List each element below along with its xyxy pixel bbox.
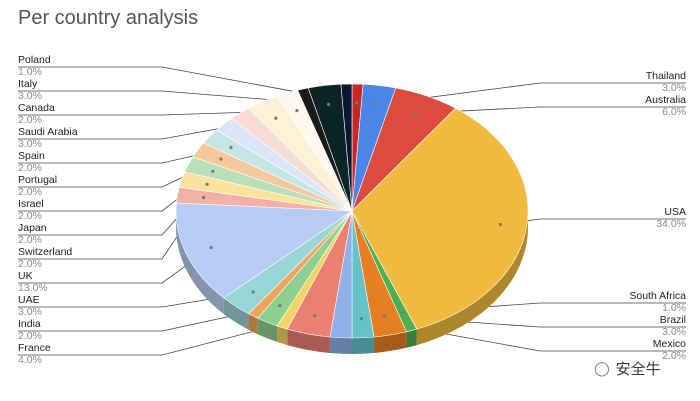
wechat-icon: ◯ (594, 360, 610, 376)
slice-label-percent: 1.0% (662, 302, 686, 314)
leader-dot-uae (251, 290, 255, 294)
pie-side-uae (223, 297, 249, 330)
slice-label-saudi-arabia: Saudi Arabia 3.0% (18, 126, 78, 150)
slice-label-name: Australia (645, 94, 686, 106)
leader-dot-mexico (359, 317, 363, 321)
slice-label-name: UAE (18, 294, 40, 306)
pie-side-india (257, 318, 278, 342)
leader-dot-uk (209, 246, 213, 250)
slice-label-switzerland: Switzerland 2.0% (18, 246, 72, 270)
slice-label-name: Italy (18, 78, 38, 90)
slice-label-percent: 3.0% (662, 82, 686, 94)
slice-label-name: Thailand (645, 70, 686, 82)
pie-side-mexico (352, 336, 375, 354)
slice-label-percent: 2.0% (18, 210, 42, 222)
slice-label-mexico: Mexico 2.0% (653, 338, 686, 362)
leader-dot-canada (295, 109, 299, 113)
slice-label-israel: Israel 2.0% (18, 198, 44, 222)
leader-dot-south-africa (401, 311, 405, 315)
slice-label-percent: 2.0% (18, 114, 42, 126)
slice-label-italy: Italy 3.0% (18, 78, 42, 102)
slice-label-india: India 2.0% (18, 318, 42, 342)
slice-label-name: Switzerland (18, 246, 73, 258)
slice-label-name: UK (18, 270, 33, 282)
leader-dot-israel (211, 169, 215, 173)
pie-slice-usa (351, 107, 529, 330)
leader-dot-italy (327, 102, 331, 106)
slice-label-japan: Japan 2.0% (18, 222, 47, 246)
pie-side-unlabeled-9 (277, 325, 288, 346)
pie-slices (175, 83, 529, 354)
slice-label-name: South Africa (629, 290, 686, 302)
slice-label-portugal: Portugal 2.0% (18, 174, 57, 198)
slice-label-name: Saudi Arabia (18, 126, 78, 138)
leader-dot-france (313, 314, 317, 318)
slice-label-percent: 1.0% (18, 66, 42, 78)
slice-label-canada: Canada 2.0% (18, 102, 55, 126)
slice-label-percent: 2.0% (18, 258, 42, 270)
slice-label-percent: 3.0% (18, 306, 42, 318)
slice-label-percent: 3.0% (662, 326, 686, 338)
slice-label-poland: Poland 1.0% (18, 54, 51, 78)
slice-label-percent: 2.0% (18, 162, 42, 174)
leader-dot-thailand (373, 102, 377, 106)
slice-label-percent: 2.0% (662, 350, 686, 362)
slice-label-name: Mexico (652, 338, 686, 350)
slice-label-name: Japan (18, 222, 47, 234)
leader-dot-japan (205, 182, 209, 186)
slice-label-percent: 34.0% (656, 218, 686, 230)
watermark-text: 安全牛 (615, 361, 661, 378)
slice-label-name: Brazil (659, 314, 686, 326)
slice-label-usa: USA 34.0% (656, 206, 686, 230)
slice-label-spain: Spain 2.0% (18, 150, 45, 174)
slice-label-percent: 13.0% (18, 282, 48, 294)
pie-side-brazil (374, 331, 407, 353)
slice-label-name: Spain (18, 150, 45, 162)
slice-label-uk: UK 13.0% (18, 270, 48, 294)
leader-dot-poland (355, 101, 359, 105)
chart-title: Per country analysis (18, 7, 199, 29)
slice-label-name: India (18, 318, 41, 330)
slice-label-name: Israel (18, 198, 44, 210)
slice-label-name: Canada (18, 102, 55, 114)
watermark: ◯ 安全牛 (594, 358, 661, 379)
pie-side-unlabeled-11 (248, 313, 258, 335)
slice-label-name: Portugal (18, 174, 58, 186)
pie-slice-unlabeled-25 (340, 83, 353, 212)
leader-dot-saudi-arabia (274, 116, 278, 120)
leader-dot-brazil (383, 314, 387, 318)
pie-side-france (287, 329, 330, 353)
pie-side-unlabeled-7 (329, 336, 352, 354)
pie-side-usa (416, 211, 528, 346)
slice-label-percent: 2.0% (18, 330, 42, 342)
slice-label-percent: 3.0% (18, 90, 42, 102)
leader-dot-switzerland (202, 195, 206, 200)
leader-line-poland (18, 66, 357, 104)
slice-label-uae: UAE 3.0% (18, 294, 42, 318)
leader-dot-portugal (219, 157, 223, 161)
pie-side-south-africa (406, 329, 417, 348)
slice-label-france: France 4.0% (18, 342, 51, 366)
slice-label-name: USA (664, 206, 686, 218)
slice-label-percent: 2.0% (18, 234, 42, 246)
slice-label-percent: 6.0% (662, 106, 686, 118)
slice-label-name: France (18, 342, 51, 354)
slice-label-percent: 2.0% (18, 186, 42, 198)
pie-side-uk (176, 211, 224, 314)
leader-dot-spain (229, 145, 233, 150)
slice-label-name: Poland (18, 54, 51, 66)
slice-label-south-africa: South Africa 1.0% (629, 290, 686, 314)
leader-dot-india (278, 304, 282, 308)
slice-label-percent: 4.0% (18, 354, 42, 366)
slice-label-australia: Australia 6.0% (645, 94, 686, 118)
pie-slice-uk (175, 202, 353, 299)
leader-dot-usa (498, 222, 502, 227)
leader-dot-australia (414, 111, 418, 115)
slice-label-brazil: Brazil 3.0% (660, 314, 686, 338)
slice-label-percent: 3.0% (18, 138, 42, 150)
slice-label-thailand: Thailand 3.0% (646, 70, 686, 94)
